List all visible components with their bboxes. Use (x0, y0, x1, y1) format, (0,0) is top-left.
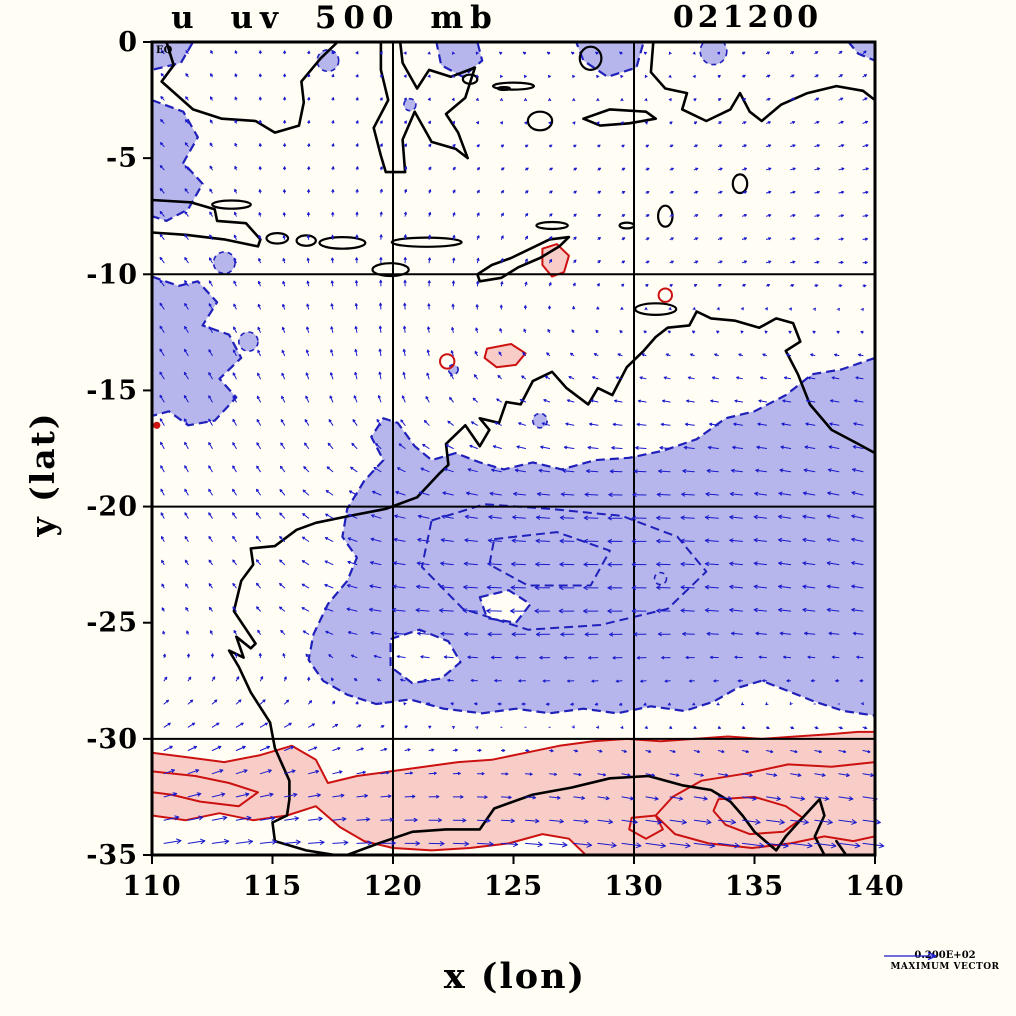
island-outline (496, 85, 511, 91)
chart-timestamp: 021200 (672, 0, 823, 35)
negative-u-spot (403, 97, 417, 112)
negative-u-spot (237, 331, 259, 353)
coastline (152, 198, 262, 248)
negative-u-contour (420, 503, 708, 631)
max-vector-arrow-icon (884, 951, 937, 961)
island-outline (731, 173, 749, 195)
negative-u-spot (531, 412, 548, 429)
axis-ticks-group: 110 115 120 125 130 135 140 0 -5 -10 -15 -20 -25 -30 -… (86, 27, 904, 902)
y-tick-label: -5 (106, 143, 138, 174)
coastline (835, 839, 848, 855)
positive-u-region (152, 730, 875, 855)
island-outline (211, 199, 252, 210)
coastline (476, 235, 571, 283)
max-vector-label: MAXIMUM VECTOR (890, 961, 1000, 972)
island-outline (461, 73, 479, 85)
positive-u-contour (654, 761, 875, 849)
y-tick-label: -35 (86, 840, 138, 871)
negative-u-region (152, 275, 243, 427)
coastline (372, 42, 477, 174)
positive-u-ring (657, 287, 673, 303)
coastline (582, 108, 657, 127)
y-tick-label: -15 (86, 375, 138, 406)
positive-u-dot (153, 421, 161, 429)
x-axis-label: x (lon) (443, 956, 587, 997)
positive-u-contour (628, 814, 664, 840)
max-vector-value: 0.200E+02 (914, 950, 976, 961)
coastline (345, 774, 826, 855)
positive-u-ring (439, 353, 456, 370)
negative-u-spot (212, 251, 236, 275)
negative-u-region (847, 42, 875, 62)
max-vector-legend: 0.200E+02 MAXIMUM VECTOR (880, 950, 1010, 972)
x-tick-label: 140 (845, 871, 904, 902)
negative-u-region (575, 42, 645, 78)
grid-group (152, 42, 875, 855)
coastline (649, 42, 875, 123)
island-outline (618, 221, 636, 230)
negative-u-spot (699, 42, 728, 66)
y-tick-label: -25 (86, 608, 138, 639)
y-tick-label: 0 (118, 27, 138, 58)
island-outline (390, 236, 463, 248)
positive-u-region (483, 343, 527, 369)
island-outline (318, 235, 367, 250)
chart-title: u uv 500 mb (171, 0, 499, 36)
positive-u-contour (152, 770, 259, 808)
coastline (160, 42, 339, 134)
y-tick-label: -10 (86, 259, 138, 290)
coastline (227, 310, 875, 855)
negative-u-region (152, 42, 195, 71)
y-tick-label: -30 (86, 724, 138, 755)
negative-u-contour (488, 531, 611, 587)
negative-u-spot (653, 571, 668, 586)
negative-u-region (152, 99, 204, 222)
shaded-region-positive-group (152, 243, 875, 855)
x-tick-label: 130 (604, 871, 663, 902)
wind-vectors (159, 50, 885, 849)
island-outline (491, 81, 536, 91)
island-outline (634, 302, 678, 317)
x-tick-label: 110 (122, 871, 181, 902)
island-outline (295, 234, 317, 247)
y-axis-label: y (lat) (23, 411, 62, 537)
x-tick-label: 125 (484, 871, 543, 902)
x-tick-label: 120 (363, 871, 422, 902)
island-outline (526, 110, 554, 132)
x-tick-label: 135 (725, 871, 784, 902)
island-outline (371, 262, 410, 278)
x-tick-label: 115 (243, 871, 302, 902)
y-tick-label: -20 (86, 492, 138, 523)
island-outline (578, 45, 603, 71)
positive-u-contour (712, 795, 804, 836)
coastlines-group (152, 42, 875, 855)
island-outline (265, 232, 290, 245)
equator-label: EQ (156, 45, 173, 56)
island-outline (535, 220, 569, 231)
